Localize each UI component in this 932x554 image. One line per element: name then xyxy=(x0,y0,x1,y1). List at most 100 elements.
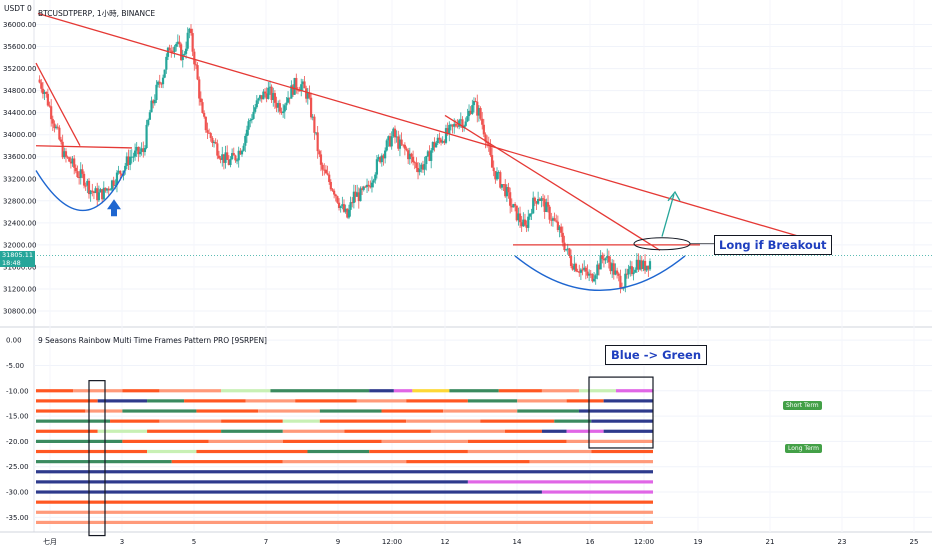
heatmap-segment xyxy=(258,409,320,413)
candle-body xyxy=(461,119,464,128)
candle-body xyxy=(41,88,45,94)
candle-body xyxy=(64,151,68,157)
candle-body xyxy=(606,256,609,259)
candle-body xyxy=(571,265,574,270)
candle-body xyxy=(415,162,418,168)
candle-body xyxy=(564,249,568,251)
price-tick-label: 32000.00 xyxy=(3,241,36,249)
candle-body xyxy=(132,156,135,158)
heatmap-segment xyxy=(615,389,653,393)
candle-body xyxy=(161,77,165,85)
symbol-info[interactable]: BTCUSDTPERP, 1小時, BINANCE xyxy=(38,9,156,18)
candle-body xyxy=(153,99,156,104)
candle-body xyxy=(324,169,328,174)
candle-body xyxy=(421,164,425,170)
candle-body xyxy=(607,256,610,263)
candle-body xyxy=(165,56,168,70)
heatmap-segment xyxy=(245,399,296,403)
heatmap-segment xyxy=(221,419,283,423)
candle-body xyxy=(581,269,584,271)
heatmap-segment xyxy=(36,470,653,474)
candle-body xyxy=(158,81,161,84)
candle-body xyxy=(601,255,604,259)
candle-body xyxy=(288,97,291,99)
candle-body xyxy=(553,218,556,221)
candle-body xyxy=(639,260,642,270)
heatmap-segment xyxy=(591,449,653,454)
candle-body xyxy=(385,140,388,151)
candle-body xyxy=(267,87,270,99)
candle-body xyxy=(592,278,596,282)
indicator-tick-label: -20.00 xyxy=(6,438,29,446)
candle-body xyxy=(645,265,648,271)
candle-body xyxy=(444,128,448,143)
candle-body xyxy=(510,205,513,208)
candle-body xyxy=(194,64,198,66)
candle-body xyxy=(550,219,553,221)
candle-body xyxy=(137,146,140,155)
candle-body xyxy=(283,105,286,112)
candle-body xyxy=(219,158,222,160)
candle-body xyxy=(94,188,97,193)
candle-body xyxy=(244,135,247,146)
heatmap-segment xyxy=(36,520,653,525)
candle-body xyxy=(367,184,370,187)
heatmap-segment xyxy=(36,389,74,393)
heatmap-segment xyxy=(554,419,592,423)
heatmap-segment xyxy=(122,439,209,443)
candle-body xyxy=(175,43,178,47)
candle-body xyxy=(517,213,520,221)
candle-body xyxy=(349,202,352,210)
candle-body xyxy=(589,273,592,275)
candle-body xyxy=(495,172,499,180)
candle-body xyxy=(390,136,393,147)
candle-body xyxy=(342,204,346,212)
indicator-title[interactable]: 9 Seasons Rainbow Multi Time Frames Patt… xyxy=(38,336,267,345)
candle-body xyxy=(56,126,59,128)
candle-body xyxy=(125,156,128,166)
candle-body xyxy=(520,222,523,227)
candle-body xyxy=(410,153,413,157)
candle-body xyxy=(280,111,283,114)
heatmap-segment xyxy=(282,460,407,464)
price-tick-label: 33200.00 xyxy=(3,175,36,183)
candle-body xyxy=(308,92,311,98)
currency-value: 0 xyxy=(27,4,32,13)
candle-body xyxy=(214,141,217,144)
candle-body xyxy=(513,204,517,206)
candle-body xyxy=(578,271,581,273)
heatmap-segment xyxy=(36,399,98,403)
heatmap-segment xyxy=(393,389,413,393)
indicator-tick-label: -35.00 xyxy=(6,514,29,522)
heatmap-segment xyxy=(566,399,604,403)
heatmap-segment xyxy=(541,389,579,393)
candle-body xyxy=(611,263,614,272)
candle-body xyxy=(346,208,349,218)
candle-body xyxy=(573,263,576,270)
candle-body xyxy=(586,271,589,276)
last-price-tag: 31805.11 18:48 xyxy=(0,250,36,267)
candle-body xyxy=(201,102,204,113)
candle-body xyxy=(370,182,374,188)
candle-body xyxy=(382,155,385,159)
heatmap-segment xyxy=(603,429,653,433)
candle-body xyxy=(356,192,359,197)
candle-body xyxy=(537,198,540,204)
candle-body xyxy=(560,226,563,233)
candle-body xyxy=(576,271,579,273)
candle-body xyxy=(364,186,367,188)
candle-body xyxy=(257,98,260,101)
candle-body xyxy=(168,47,171,51)
candle-body xyxy=(518,213,522,223)
candle-body xyxy=(477,108,481,116)
candle-body xyxy=(319,154,323,165)
heatmap-segment xyxy=(85,409,123,413)
candle-body xyxy=(252,111,255,119)
candle-body xyxy=(89,190,92,195)
candle-body xyxy=(439,139,443,143)
candle-body xyxy=(163,69,166,78)
price-tick-label: 36000.00 xyxy=(3,21,36,29)
candle-body xyxy=(555,220,558,222)
candle-body xyxy=(68,157,71,162)
